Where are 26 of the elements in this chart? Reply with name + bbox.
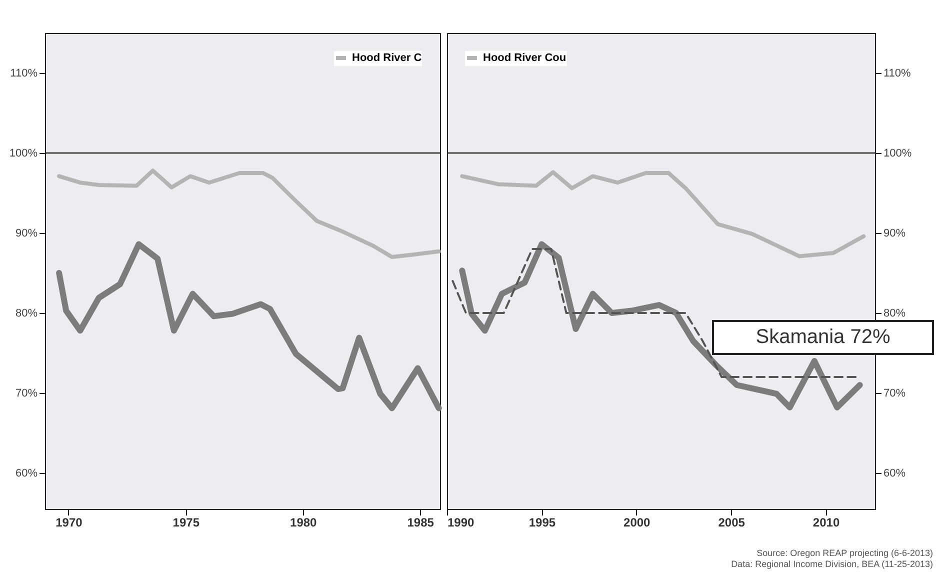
x-tick-label: 1985 [407,516,434,530]
x-tick-label: 1990 [448,516,475,530]
y-tick-label: 100% [9,148,38,160]
y2-tick-label: 100% [884,148,912,160]
y2-tick-label: 70% [884,388,906,400]
x-tick-label: 2010 [812,516,840,530]
y-tick-label: 110% [10,68,38,80]
y2-tick-label: 90% [884,228,906,240]
x-tick-label: 1980 [290,516,318,530]
x-tick-label: 1995 [528,516,556,530]
x-tick-label: 2005 [718,516,746,530]
y-tick-label: 80% [15,308,38,320]
x-tick-label: 2000 [624,516,651,530]
text-box: Skamania 72% [712,320,934,355]
legend-label: Hood River C [352,52,422,64]
x-tick-label: 1970 [56,516,83,530]
source-note: Source: Oregon REAP projecting (6-6-2013) [756,548,933,559]
text: Data: Regional Income Division, BEA (11-25-2013) [731,559,933,570]
y2-tick-label: 80% [884,308,906,320]
y2-tick-label: 60% [884,468,906,480]
y-tick-label: 70% [15,388,38,400]
y-tick-label: 60% [15,468,38,480]
y2-tick-label: 110% [884,68,912,80]
legend-label: Hood River Cou [483,52,566,64]
y-tick-label: 90% [15,228,38,240]
x-tick-label: 1975 [172,516,200,530]
